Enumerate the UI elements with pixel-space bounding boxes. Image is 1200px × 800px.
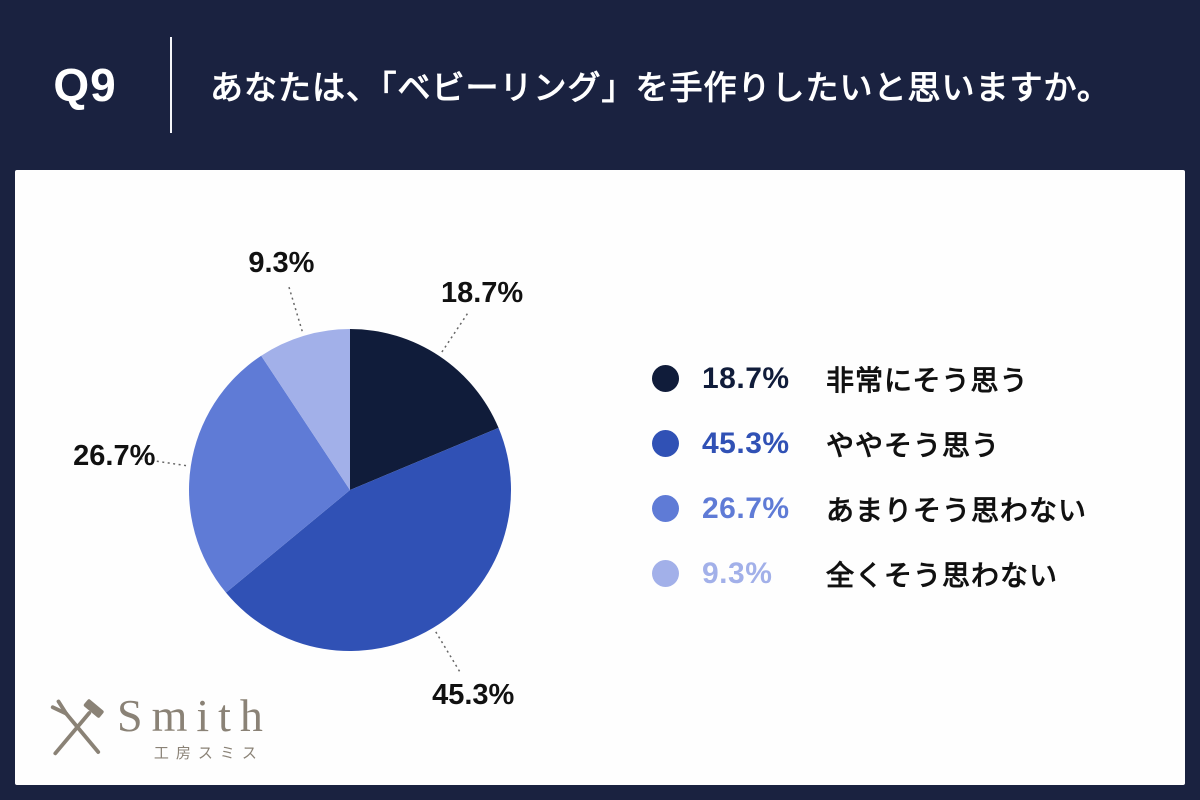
legend-category-label: ややそう思う: [826, 429, 1001, 461]
legend-percent: 26.7%: [702, 491, 790, 525]
pie-callout-line-2: [139, 457, 187, 467]
legend-percent: 9.3%: [702, 556, 773, 590]
legend-category-label: あまりそう思わない: [826, 494, 1088, 526]
legend-percent: 45.3%: [702, 426, 790, 460]
crossed-tools-icon: [50, 699, 104, 756]
header: Q9 あなたは、「ベビーリング」を手作りしたいと思いますか。: [0, 0, 1200, 170]
logo-subtitle: 工房スミス: [153, 745, 264, 762]
header-divider: [170, 37, 172, 133]
legend-dot-icon: [652, 560, 679, 587]
pie-value-label-3: 9.3%: [248, 247, 314, 279]
pie-slice-3: [261, 329, 350, 490]
legend-category-label: 非常にそう思う: [826, 364, 1029, 396]
chart-card: 18.7% 45.3% 26.7% 9.3% 18.7% 非常にそう思う 45.3% ややそ…: [15, 170, 1185, 785]
question-number: Q9: [53, 59, 117, 111]
pie-callout-line-1: [435, 631, 461, 673]
logo-text: Smith 工房スミス: [117, 692, 272, 763]
smith-logo: Smith 工房スミス: [47, 692, 272, 763]
legend-dot-icon: [652, 365, 679, 392]
legend-dot-icon: [652, 430, 679, 457]
pie-slice-2: [188, 355, 350, 593]
legend-row-1: 45.3% ややそう思う: [652, 426, 1087, 461]
pie-callout-line-0: [441, 312, 469, 353]
legend-category-label: 全くそう思わない: [826, 559, 1059, 591]
legend-row-3: 9.3% 全くそう思わない: [652, 556, 1087, 591]
pie-value-label-1: 45.3%: [432, 679, 514, 711]
logo-name: Smith: [117, 690, 272, 741]
page-title: あなたは、「ベビーリング」を手作りしたいと思いますか。: [210, 69, 1111, 106]
pie-value-label-2: 26.7%: [73, 440, 155, 472]
pie-chart-svg: 18.7% 45.3% 26.7% 9.3%: [73, 247, 523, 711]
legend-percent: 18.7%: [702, 361, 790, 395]
legend-row-2: 26.7% あまりそう思わない: [652, 491, 1087, 526]
legend: 18.7% 非常にそう思う 45.3% ややそう思う 26.7% あまりそう思わない 9.3…: [652, 361, 1087, 591]
pie-slice-1: [225, 427, 512, 652]
pie-slice-0: [350, 329, 499, 490]
pie-callout-line-3: [288, 286, 303, 332]
pie-value-label-0: 18.7%: [441, 277, 523, 309]
legend-row-0: 18.7% 非常にそう思う: [652, 361, 1087, 396]
legend-dot-icon: [652, 495, 679, 522]
